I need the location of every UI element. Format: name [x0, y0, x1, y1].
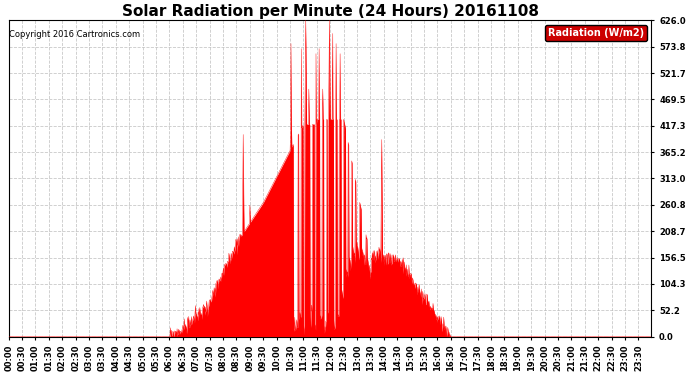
Legend: Radiation (W/m2): Radiation (W/m2)	[544, 25, 647, 41]
Title: Solar Radiation per Minute (24 Hours) 20161108: Solar Radiation per Minute (24 Hours) 20…	[121, 4, 539, 19]
Text: Copyright 2016 Cartronics.com: Copyright 2016 Cartronics.com	[9, 30, 141, 39]
